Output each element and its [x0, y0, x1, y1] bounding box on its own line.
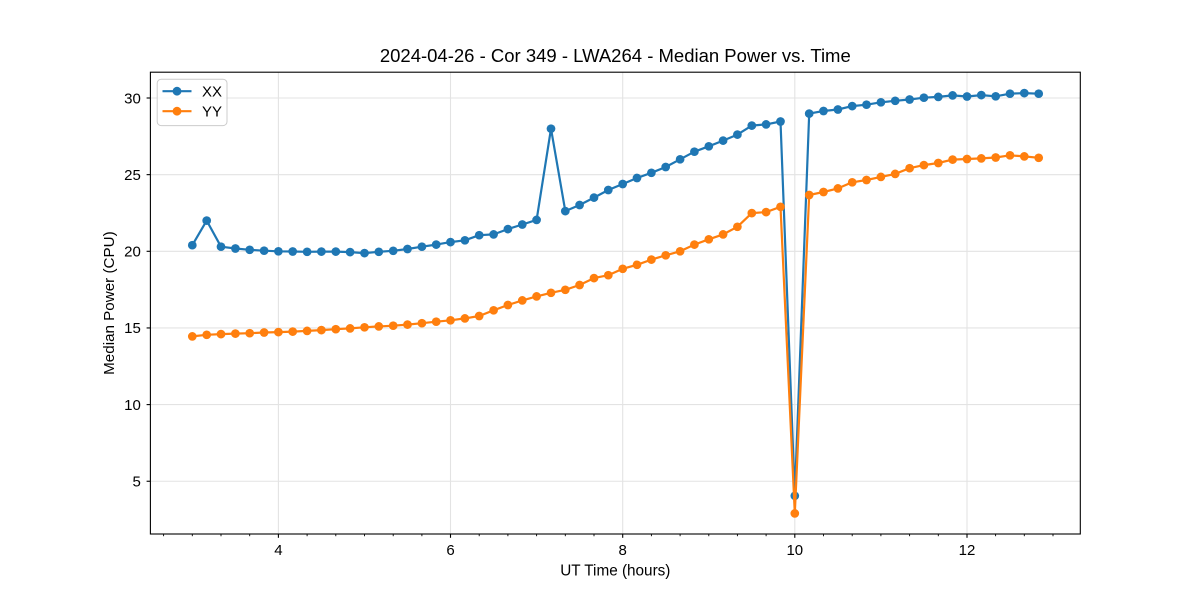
svg-text:2024-04-26 - Cor 349 - LWA264: 2024-04-26 - Cor 349 - LWA264 - Median P…: [380, 45, 851, 66]
svg-text:Median Power (CPU): Median Power (CPU): [101, 231, 118, 374]
svg-text:6: 6: [446, 542, 454, 559]
svg-text:YY: YY: [202, 104, 222, 121]
svg-text:5: 5: [132, 474, 140, 491]
svg-text:4: 4: [274, 542, 282, 559]
svg-text:20: 20: [124, 244, 141, 261]
svg-text:25: 25: [124, 167, 141, 184]
svg-text:10: 10: [124, 397, 141, 414]
svg-text:10: 10: [786, 542, 803, 559]
svg-text:8: 8: [619, 542, 627, 559]
svg-text:15: 15: [124, 320, 141, 337]
svg-text:12: 12: [959, 542, 976, 559]
svg-text:UT Time (hours): UT Time (hours): [560, 563, 670, 580]
svg-text:XX: XX: [202, 84, 222, 101]
svg-text:30: 30: [124, 90, 141, 107]
